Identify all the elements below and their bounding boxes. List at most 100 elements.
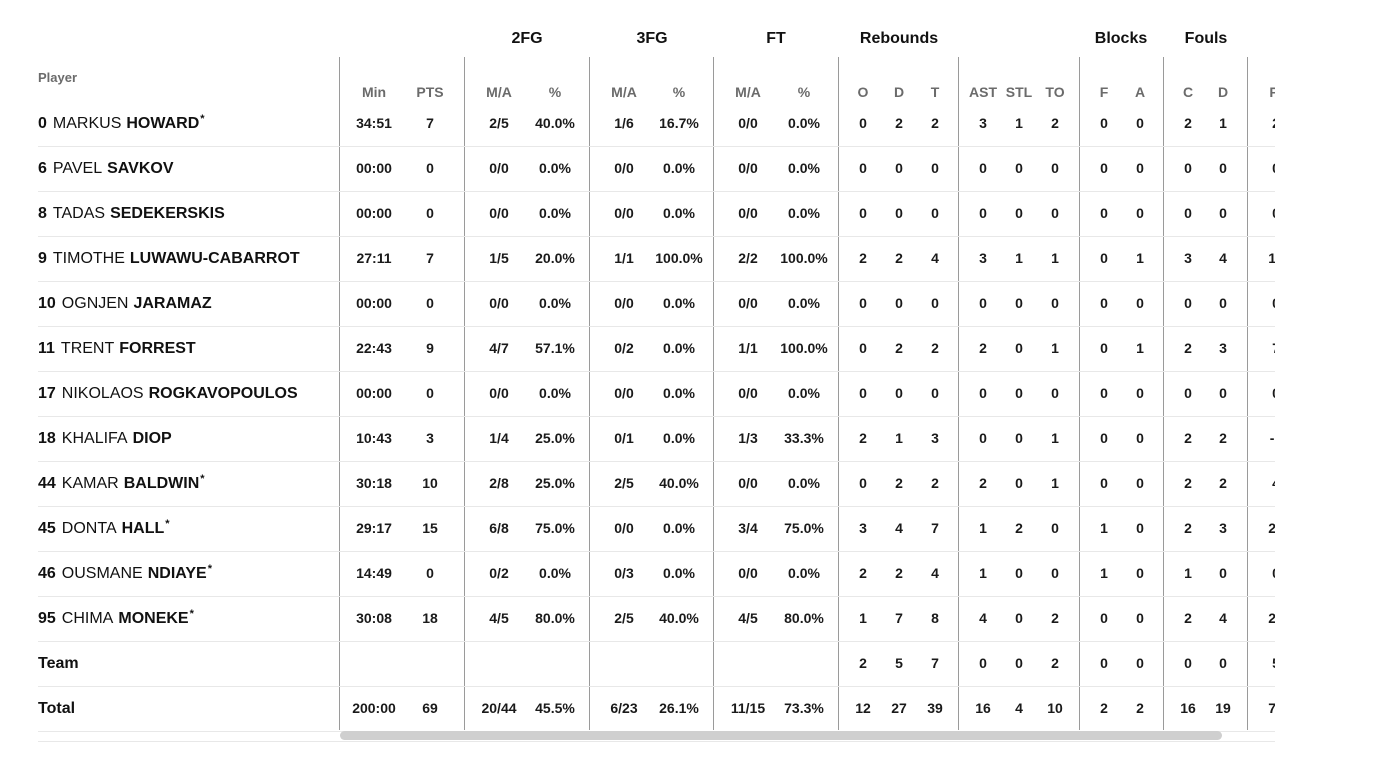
stat-cell: 16 [1180, 700, 1196, 716]
stat-cell: 0 [979, 385, 987, 401]
stat-cell: 0/0 [614, 160, 634, 176]
column-divider [1163, 57, 1164, 730]
stat-cell: 20/44 [481, 700, 517, 716]
stat-cell: 0.0% [663, 520, 695, 536]
stat-cell: 0 [1015, 385, 1023, 401]
stat-cell: 2 [1136, 700, 1144, 716]
group-2fg: 2FG [511, 30, 543, 47]
player-name[interactable]: 18 KHALIFA DIOP [38, 416, 172, 461]
stat-cell: 2 [1219, 475, 1227, 491]
stat-cell: 0.0% [788, 475, 820, 491]
stat-cell: 0.0% [663, 295, 695, 311]
stat-cell: 0/0 [738, 565, 758, 581]
stat-cell: 75.0% [535, 520, 575, 536]
player-name[interactable]: 95 CHIMA MONEKE* [38, 596, 194, 641]
stat-cell: 0 [1015, 340, 1023, 356]
stat-cell: 0 [931, 385, 939, 401]
player-name[interactable]: 8 TADAS SEDEKERSKIS [38, 191, 225, 236]
stat-cell: 2 [979, 340, 987, 356]
stat-cell: 3 [979, 250, 987, 266]
player-name[interactable]: 11 TRENT FORREST [38, 326, 196, 371]
stat-cell: 0 [1100, 475, 1108, 491]
player-number: 44 [38, 475, 56, 492]
column-divider [713, 57, 714, 730]
stat-cell: 1 [1051, 340, 1059, 356]
stat-cell: 7 [426, 115, 434, 131]
stat-cell: 1 [1100, 520, 1108, 536]
stat-cell: 1 [859, 610, 867, 626]
table-row: 9 TIMOTHE LUWAWU-CABARROT 27:11 7 1/5 20.0% 1/1… [38, 236, 1284, 282]
stat-cell: 0 [1136, 655, 1144, 671]
group-fouls: Fouls [1184, 30, 1228, 47]
stat-cell: 0 [1015, 205, 1023, 221]
stat-cell: 1/4 [489, 430, 509, 446]
player-name[interactable]: 10 OGNJEN JARAMAZ [38, 281, 212, 326]
stat-cell: 0 [1100, 295, 1108, 311]
column-header: M/A [486, 84, 512, 100]
stat-cell: 4 [931, 250, 939, 266]
stat-cell: 27 [891, 700, 907, 716]
stat-cell: 0 [1100, 430, 1108, 446]
stat-cell: 1/6 [614, 115, 634, 131]
player-number: 10 [38, 295, 56, 312]
stat-cell: 1 [1015, 250, 1023, 266]
table-row: 18 KHALIFA DIOP 10:43 3 1/4 25.0% 0/1 0.0% 1/3 33.… [38, 416, 1282, 462]
player-last-name: DIOP [132, 430, 172, 447]
column-header: % [548, 84, 562, 100]
stat-cell: 0 [1051, 385, 1059, 401]
player-name[interactable]: 45 DONTA HALL* [38, 506, 170, 551]
stat-cell: 0 [1100, 205, 1108, 221]
player-first-name: TRENT [60, 340, 115, 357]
player-first-name: NIKOLAOS [61, 385, 144, 402]
stat-cell: 10:43 [356, 430, 392, 446]
stat-cell: 0 [1184, 295, 1192, 311]
scrollbar-thumb[interactable] [340, 731, 1222, 740]
player-number: 11 [38, 340, 55, 357]
player-name[interactable]: 46 OUSMANE NDIAYE* [38, 551, 212, 596]
starter-marker-icon: * [200, 112, 205, 125]
stat-cell: 4 [1219, 250, 1227, 266]
horizontal-scrollbar[interactable] [340, 731, 1222, 740]
player-name[interactable]: 0 MARKUS HOWARD* [38, 101, 205, 146]
stat-cell: 25.0% [535, 475, 575, 491]
stat-cell: 2 [1184, 610, 1192, 626]
stat-cell: 0/1 [614, 430, 634, 446]
stat-cell: 0 [1015, 160, 1023, 176]
column-header: M/A [735, 84, 761, 100]
stat-cell: 12 [855, 700, 871, 716]
stat-cell: 0 [895, 160, 903, 176]
stat-cell: 0 [1136, 565, 1144, 581]
stat-cell: 0 [895, 205, 903, 221]
player-name[interactable]: 44 KAMAR BALDWIN* [38, 461, 205, 506]
stat-cell: 4 [895, 520, 903, 536]
table-row: 6 PAVEL SAVKOV 00:00 0 0/0 0.0% 0/0 0.0% 0/0 0.0% 0… [38, 146, 1280, 192]
stat-cell: 0 [1051, 565, 1059, 581]
stat-cell: 0 [1100, 385, 1108, 401]
table-row: 45 DONTA HALL* 29:17 15 6/8 75.0% 0/0 0.0% 3/4 75.… [38, 506, 1284, 552]
stat-cell: 0 [1136, 430, 1144, 446]
stat-cell: 0.0% [788, 205, 820, 221]
stat-cell: 73.3% [784, 700, 824, 716]
stat-cell: 30:18 [356, 475, 392, 491]
player-first-name: DONTA [61, 520, 117, 537]
stat-cell: 0/0 [738, 205, 758, 221]
player-name[interactable]: 9 TIMOTHE LUWAWU-CABARROT [38, 236, 300, 281]
stat-cell: 7 [895, 610, 903, 626]
stat-cell: 0.0% [788, 385, 820, 401]
player-name[interactable]: 6 PAVEL SAVKOV [38, 146, 174, 191]
stat-cell: 40.0% [535, 115, 575, 131]
team-row: Team25700200005 [38, 641, 1280, 687]
stat-cell: 0/0 [489, 385, 509, 401]
stat-cell: 0.0% [663, 160, 695, 176]
stat-cell: 0 [1100, 340, 1108, 356]
stat-cell: 3 [426, 430, 434, 446]
column-divider [464, 57, 465, 730]
stat-cell: 0 [1051, 520, 1059, 536]
player-name[interactable]: 17 NIKOLAOS ROGKAVOPOULOS [38, 371, 298, 416]
stat-cell: 4 [1015, 700, 1023, 716]
stat-cell: 3 [859, 520, 867, 536]
stat-cell: 45.5% [535, 700, 575, 716]
player-last-name: MONEKE [118, 610, 189, 627]
player-first-name: MARKUS [52, 115, 122, 132]
column-divider [589, 57, 590, 730]
